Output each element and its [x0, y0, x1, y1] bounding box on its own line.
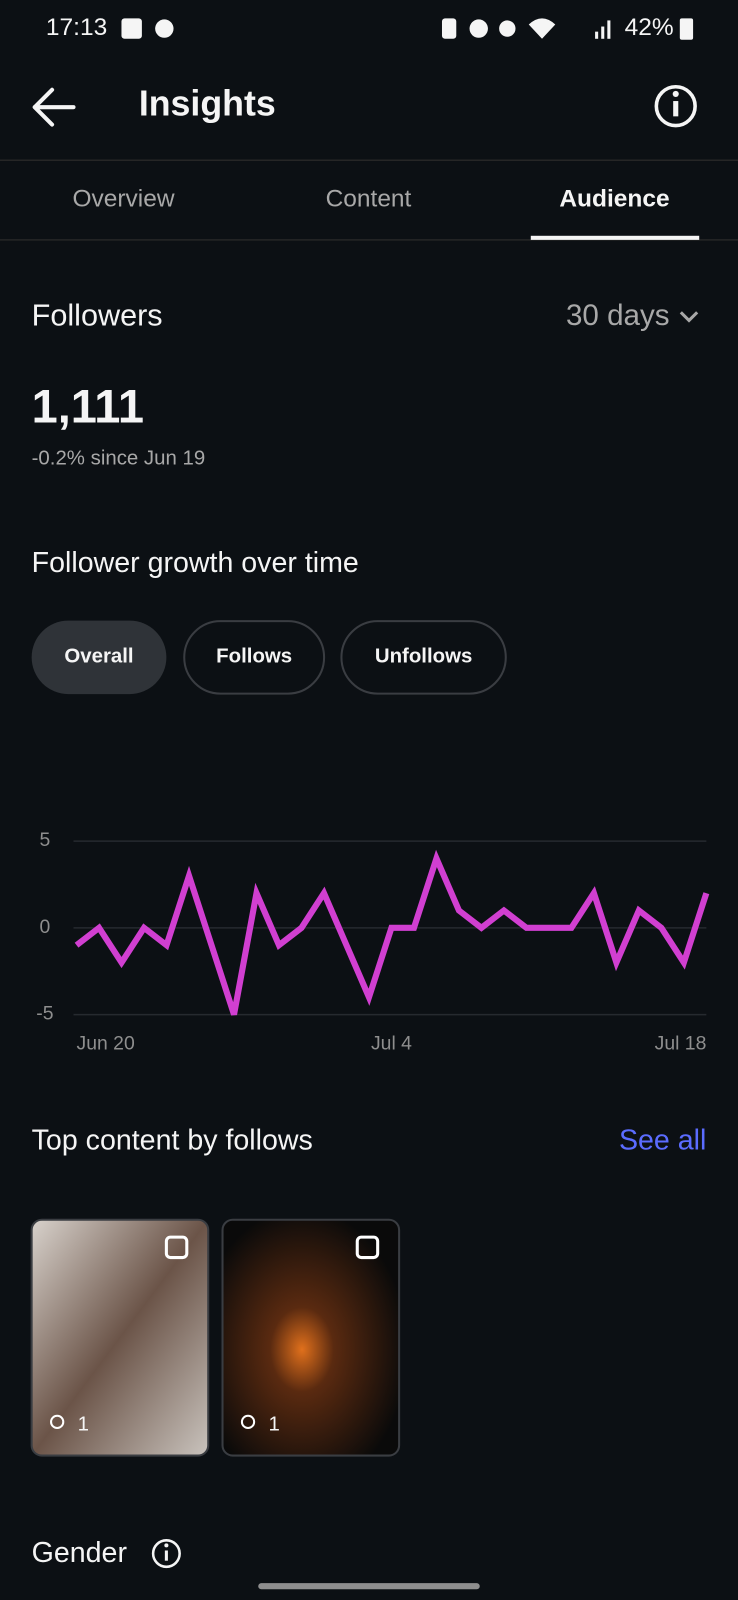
content-thumbnail[interactable]: 1 [221, 1218, 401, 1457]
y-tick-label: 5 [40, 829, 51, 851]
home-indicator [258, 1583, 480, 1590]
tab[interactable]: Content [326, 186, 412, 213]
filter-chip[interactable] [31, 620, 167, 695]
chevron[interactable] [679, 311, 699, 323]
period-selector[interactable]: 30 days [566, 299, 670, 332]
section-title: Followers [32, 299, 163, 333]
tab-active[interactable]: Audience [559, 186, 669, 213]
status-icon [121, 18, 142, 39]
y-tick-label: 0 [40, 916, 51, 938]
status-battery: 42% [625, 14, 674, 41]
x-tick-label: Jun 20 [77, 1032, 135, 1054]
info-button[interactable] [654, 84, 697, 128]
status-icons [441, 18, 611, 39]
filter-chip[interactable] [340, 620, 507, 695]
header-title: Insights [139, 84, 276, 124]
follower-count: 1,111 [32, 380, 144, 433]
status-icon [155, 19, 174, 38]
filter-label[interactable]: Unfollows [375, 646, 473, 668]
section-title: Top content by follows [32, 1125, 313, 1157]
filter-label[interactable]: Follows [216, 646, 292, 668]
section-title: Follower growth over time [32, 547, 359, 579]
tab[interactable]: Overview [72, 186, 174, 213]
see-all-link[interactable]: See all [619, 1125, 706, 1157]
status-time: 17:13 [46, 14, 107, 41]
data-line [74, 849, 710, 1016]
x-tick-label: Jul 18 [655, 1032, 707, 1054]
follows-count: 1 [268, 1413, 279, 1435]
filter-label[interactable]: Overall [64, 646, 133, 668]
line-chart: -5 0 5 Jun 20 Jul 4 Jul 18 [36, 829, 710, 1054]
content-thumbnail[interactable]: 1 [30, 1218, 210, 1457]
back-button[interactable] [32, 87, 76, 127]
gender-info-button[interactable] [151, 1539, 181, 1569]
battery-icon [679, 18, 694, 40]
section-title: Gender [32, 1537, 128, 1569]
filter-chip[interactable] [183, 620, 326, 695]
tab-indicator [530, 235, 700, 240]
x-tick-label: Jul 4 [371, 1032, 412, 1054]
y-tick-label: -5 [36, 1003, 53, 1025]
follows-count: 1 [78, 1413, 89, 1435]
follower-change: -0.2% since Jun 19 [32, 448, 206, 470]
